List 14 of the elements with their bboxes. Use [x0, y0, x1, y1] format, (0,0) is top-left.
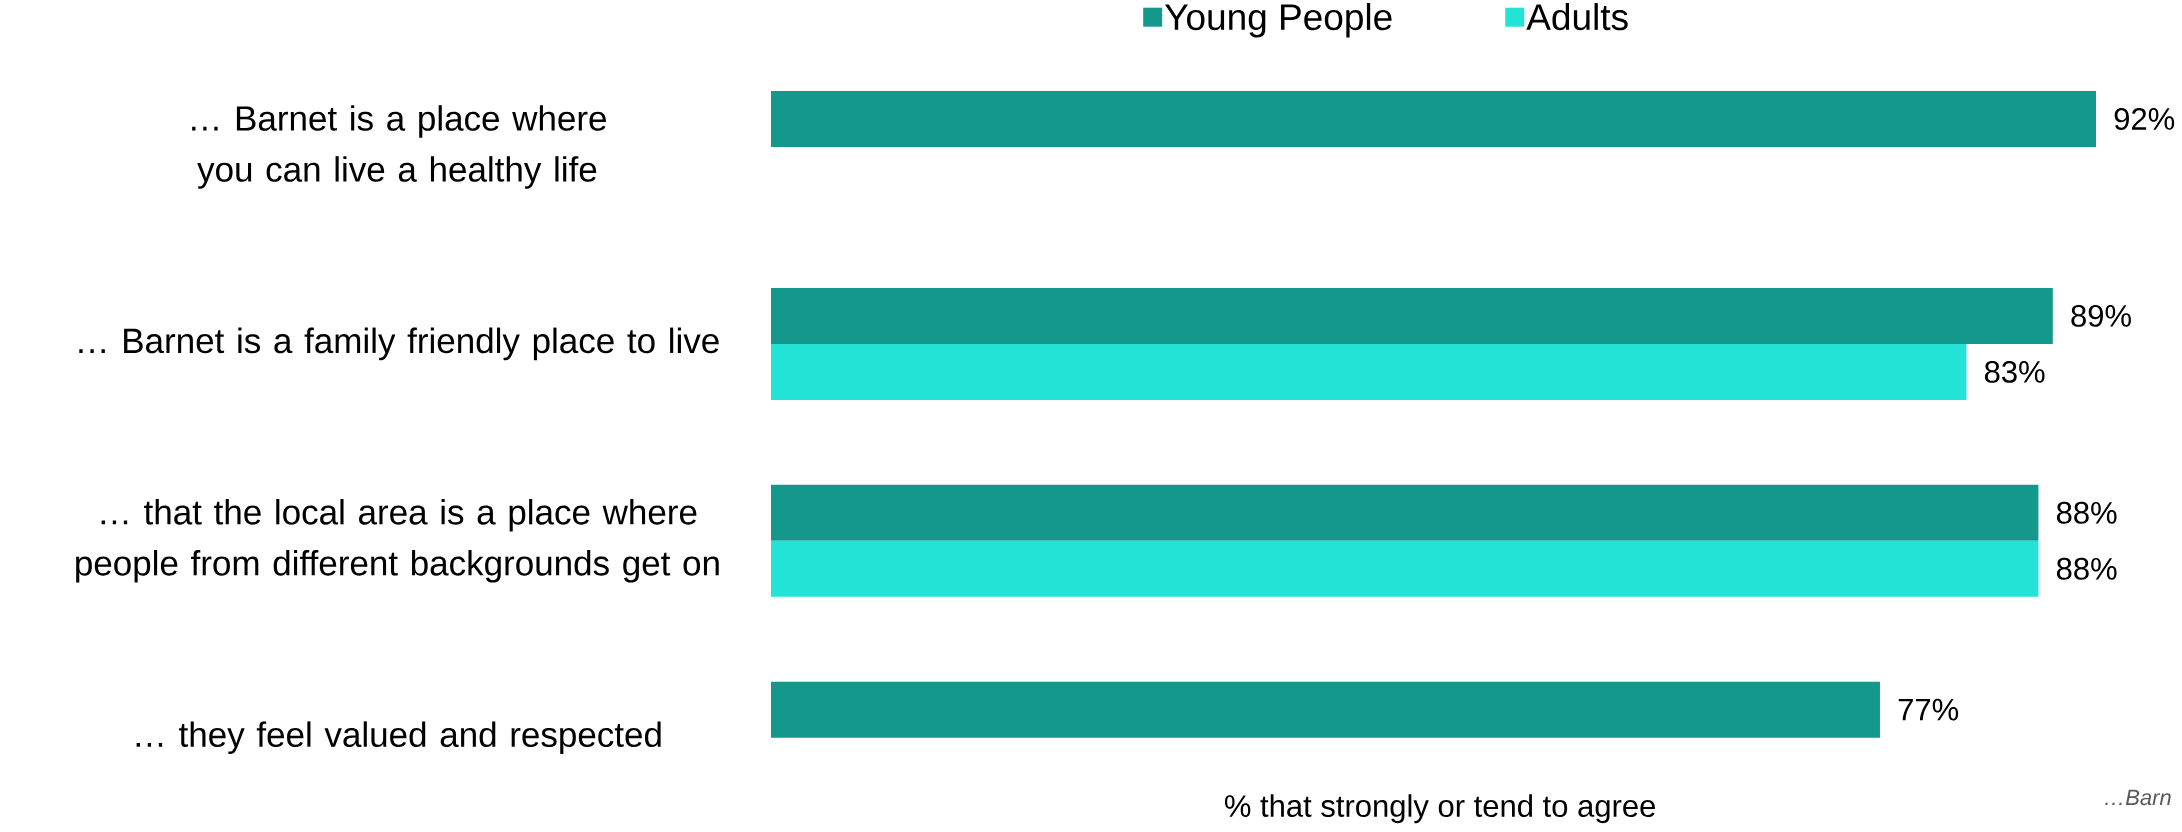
data-label: 83% [1984, 360, 2045, 383]
text: …Barn [2105, 789, 2171, 806]
data-label: 77% [1898, 698, 1959, 721]
y-tick-label: … that the local area is a place where people from different backgrounds get on [76, 498, 719, 583]
data-label: 88% [2056, 557, 2117, 580]
y-tick-label: … they feel valued and respected [136, 721, 661, 755]
data-label: 88% [2056, 501, 2117, 524]
x-axis-title: % that strongly or tend to agree [1224, 794, 1655, 824]
legend-label: Adults [1526, 3, 1628, 31]
y-tick-label: … Barnet is a place where you can live a healthy life [192, 105, 606, 189]
legend-label: Young People [1164, 3, 1392, 38]
data-label: 92% [2114, 108, 2175, 130]
y-tick-label: … Barnet is a family friendly place to live [79, 327, 719, 361]
data-label: 89% [2071, 304, 2131, 327]
